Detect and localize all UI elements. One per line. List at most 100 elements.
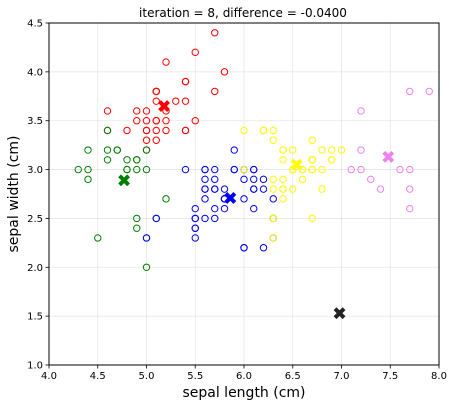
data-point (191, 204, 199, 213)
data-point (181, 97, 190, 105)
data-point (337, 146, 346, 154)
data-point (259, 185, 268, 193)
data-point (133, 214, 141, 223)
centroid-marker-stroke (224, 191, 237, 204)
data-point (211, 29, 219, 37)
data-point (220, 185, 229, 193)
data-point (328, 146, 336, 154)
data-point (181, 165, 190, 174)
data-point (84, 175, 92, 184)
centroid-marker-stroke (333, 307, 346, 320)
data-point (142, 117, 151, 125)
data-point (230, 165, 238, 174)
data-point (162, 195, 170, 203)
y-tick-label: 1.0 (27, 361, 43, 372)
data-point (162, 117, 170, 125)
data-point (367, 175, 375, 184)
data-point (259, 175, 268, 184)
data-point (103, 156, 112, 164)
data-point (103, 126, 112, 135)
data-point (172, 97, 180, 105)
data-point (240, 126, 248, 135)
data-point (152, 214, 160, 223)
y-tick-label: 1.5 (27, 312, 43, 323)
data-point (308, 214, 316, 223)
data-point (181, 77, 190, 86)
data-point (133, 117, 141, 125)
data-point (406, 204, 414, 213)
y-tick-label: 3.0 (27, 165, 43, 176)
data-point (308, 156, 316, 164)
y-tick-label: 3.5 (27, 116, 43, 127)
centroid-marker (158, 100, 170, 112)
x-tick-label: 6.0 (236, 371, 252, 382)
data-point (191, 224, 199, 232)
data-point (279, 195, 287, 203)
centroid-marker (290, 158, 303, 171)
data-point (211, 204, 219, 213)
data-point (133, 107, 141, 115)
data-point (308, 165, 316, 174)
data-point (240, 195, 248, 203)
data-point (123, 156, 131, 164)
data-point (142, 107, 151, 115)
data-point (152, 126, 160, 135)
data-point (269, 214, 277, 223)
data-point (269, 234, 277, 242)
data-point (84, 165, 92, 174)
x-tick-label: 5.0 (139, 371, 155, 382)
data-point (396, 165, 404, 174)
data-point (250, 185, 258, 193)
data-point (357, 165, 365, 174)
data-point (318, 146, 326, 154)
data-point (308, 136, 316, 144)
data-point (191, 48, 199, 57)
data-point (133, 156, 141, 164)
data-point (201, 214, 209, 223)
data-point (201, 195, 209, 203)
data-point (220, 68, 229, 76)
data-point (357, 107, 365, 115)
data-point (328, 156, 336, 164)
data-point (250, 165, 258, 174)
data-point (240, 175, 248, 184)
data-point (376, 185, 385, 193)
data-point (289, 185, 297, 193)
data-point (152, 136, 160, 144)
data-point (259, 244, 268, 252)
data-point (103, 146, 112, 154)
data-point (133, 165, 141, 174)
data-point (191, 234, 199, 242)
data-point (142, 234, 151, 242)
data-point (240, 165, 248, 174)
data-point (113, 146, 121, 154)
data-point (152, 117, 160, 125)
data-point (259, 126, 268, 135)
data-point (84, 146, 92, 154)
data-point (211, 185, 219, 193)
data-point (142, 136, 151, 144)
data-point (269, 175, 277, 184)
x-tick-label: 5.5 (187, 371, 203, 382)
centroid-marker-stroke (290, 158, 303, 171)
data-point (133, 224, 141, 232)
data-point (269, 195, 277, 203)
data-point (250, 204, 258, 213)
data-point (191, 214, 199, 223)
ticks: 4.0 4.5 5.0 5.5 6.0 6.5 7.0 7.5 8.0 1.0 1.5 2.0 2.5 3… (27, 19, 447, 383)
x-tick-label: 7.0 (334, 371, 350, 382)
data-point (191, 117, 199, 125)
y-tick-label: 4.5 (27, 19, 43, 30)
centroids (118, 100, 395, 320)
data-points (74, 29, 433, 271)
data-point (406, 185, 414, 193)
data-point (142, 126, 151, 135)
data-point (152, 87, 160, 96)
x-tick-label: 7.5 (382, 371, 398, 382)
data-point (211, 87, 219, 96)
y-axis-title: sepal width (cm) (6, 135, 22, 252)
data-point (152, 97, 160, 105)
data-point (279, 175, 287, 184)
y-tick-label: 2.0 (27, 263, 43, 274)
